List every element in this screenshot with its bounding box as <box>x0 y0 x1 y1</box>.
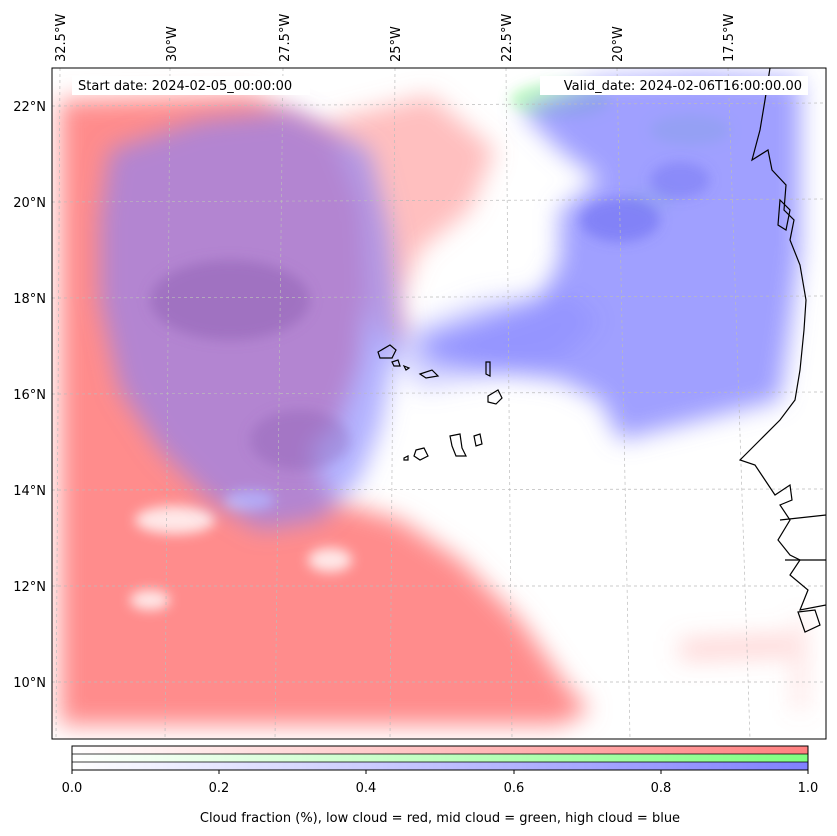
colorbar-tick-label: 0.4 <box>356 781 377 796</box>
lon-label: 22.5°W <box>500 14 515 62</box>
island-santo-antao <box>377 344 397 359</box>
west-africa-coastline <box>738 68 826 611</box>
colorbar-tick-label: 0.8 <box>651 781 672 796</box>
overlap-core <box>150 162 710 470</box>
valid-date-label: Valid_date: 2024-02-06T16:00:00.00 <box>564 79 802 94</box>
meridian-gridline <box>727 68 751 739</box>
start-date-box <box>72 76 310 95</box>
latitude-labels: 22°N 20°N 18°N 16°N 14°N 12°N 10°N <box>13 100 46 691</box>
island-brava <box>403 455 409 461</box>
meridian-gridline <box>274 68 284 739</box>
lat-label: 10°N <box>13 676 46 691</box>
meridian-gridline <box>55 68 61 739</box>
dense-cloud-core <box>250 410 350 470</box>
meridian-gridline <box>616 68 631 739</box>
lat-label: 18°N <box>13 292 46 307</box>
map-panel: Start date: 2024-02-05_00:00:00 Valid_da… <box>51 67 827 740</box>
lat-label: 14°N <box>13 484 46 499</box>
colorbar-tick-label: 1.0 <box>798 781 819 796</box>
map-gridlines <box>52 68 826 739</box>
lon-label: 17.5°W <box>722 14 737 62</box>
island-santa-luzia <box>402 364 411 371</box>
longitude-labels: 32.5°W 30°W 27.5°W 25°W 22.5°W 20°W 17.5… <box>54 14 737 62</box>
coastlines <box>377 68 826 633</box>
colorbar-high-cloud-strip <box>72 762 808 770</box>
high-cloud-layer <box>100 75 800 530</box>
coast-inlet <box>777 198 791 231</box>
low-cloud-southeast-band <box>680 635 795 660</box>
dense-cloud-core <box>650 162 710 198</box>
colorbar: 0.0 0.2 0.4 0.6 0.8 1.0 Cloud fraction (… <box>62 745 819 826</box>
start-date-label: Start date: 2024-02-05_00:00:00 <box>78 79 292 94</box>
coast-inlet <box>797 609 821 633</box>
colorbar-tick-label: 0.6 <box>504 781 525 796</box>
cloud-gap <box>135 506 215 534</box>
island-santiago <box>449 433 467 457</box>
island-sao-vicente <box>391 359 401 367</box>
lat-label: 20°N <box>13 196 46 211</box>
colorbar-tick-label: 0.2 <box>209 781 230 796</box>
cloud-gap <box>130 590 170 610</box>
meridian-gridline <box>164 68 171 739</box>
colorbar-mid-cloud-strip <box>72 754 808 762</box>
island-fogo <box>413 447 429 461</box>
meridian-gridline <box>389 68 396 739</box>
low-cloud-edge-strip <box>795 620 805 710</box>
colorbar-tick-label: 0.0 <box>62 781 83 796</box>
island-sao-nicolau <box>418 369 440 379</box>
meridian-gridline <box>505 68 513 739</box>
colorbar-label: Cloud fraction (%), low cloud = red, mid… <box>200 811 680 826</box>
map-frame <box>51 67 827 740</box>
lon-label: 25°W <box>389 26 404 62</box>
island-sal <box>485 361 491 377</box>
cloud-field <box>60 75 805 725</box>
coast-inlet <box>779 514 826 521</box>
high-cloud-streak <box>380 290 600 390</box>
lat-label: 12°N <box>13 580 46 595</box>
island-boa-vista <box>487 389 503 405</box>
lon-label: 20°W <box>611 26 626 62</box>
colorbar-frame <box>71 745 809 771</box>
island-maio <box>473 433 483 447</box>
lon-label: 32.5°W <box>54 14 69 62</box>
colorbar-low-cloud-strip <box>72 746 808 754</box>
lon-label: 30°W <box>165 26 180 62</box>
lat-label: 16°N <box>13 388 46 403</box>
lon-label: 27.5°W <box>278 14 293 62</box>
lat-label: 22°N <box>13 100 46 115</box>
cloud-gap <box>308 548 352 572</box>
dense-cloud-core <box>150 260 310 340</box>
valid-date-box <box>540 76 808 95</box>
